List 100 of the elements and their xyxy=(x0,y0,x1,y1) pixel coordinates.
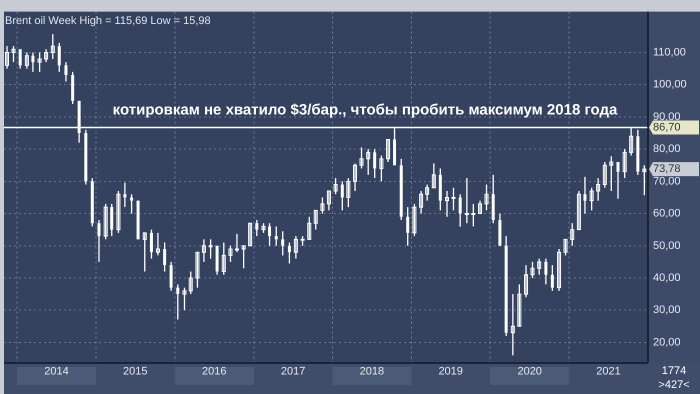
candlestick xyxy=(432,162,436,188)
candlestick xyxy=(346,177,350,208)
candlestick xyxy=(268,222,272,246)
candlestick xyxy=(557,248,562,292)
candlestick xyxy=(419,190,424,214)
candlestick xyxy=(622,148,627,179)
candlestick xyxy=(570,222,574,246)
candlestick xyxy=(274,226,278,246)
candlestick xyxy=(386,138,390,163)
text: 1774 xyxy=(662,365,686,378)
candlestick xyxy=(609,156,614,192)
y-tick-label: 110,00 xyxy=(653,46,686,59)
candlestick xyxy=(510,293,515,356)
candlestick xyxy=(50,34,55,60)
candlestick xyxy=(406,206,410,246)
y-tick-label: 80,00 xyxy=(653,143,681,156)
candlestick xyxy=(366,148,370,176)
candlestick xyxy=(5,45,10,70)
y-tick-label: 30,00 xyxy=(653,304,681,316)
candlestick xyxy=(576,190,581,230)
y-tick-label: 60,00 xyxy=(653,208,681,220)
candlestick xyxy=(97,219,100,263)
y-tick-label: 40,00 xyxy=(653,272,681,284)
candlestick xyxy=(464,177,469,224)
candlestick xyxy=(517,284,522,327)
candlestick xyxy=(242,245,246,269)
candlestick xyxy=(471,203,476,228)
x-tick-label: 2020 xyxy=(517,366,542,378)
candlestick xyxy=(188,270,193,295)
ref-line-label: 86,70 xyxy=(653,122,681,134)
candlestick xyxy=(195,252,200,288)
candlestick xyxy=(255,219,258,237)
candlestick xyxy=(262,222,266,234)
candlestick xyxy=(228,245,232,263)
candlestick xyxy=(379,154,384,182)
candlestick xyxy=(142,232,147,272)
candlestick xyxy=(326,190,331,211)
y-tick-label: 90,00 xyxy=(653,110,681,123)
candlestick xyxy=(288,242,291,264)
candlestick xyxy=(583,176,586,214)
candlestick xyxy=(596,177,600,202)
candlestick xyxy=(602,161,607,188)
x-tick-label: 2017 xyxy=(280,366,306,378)
candlestick xyxy=(478,200,482,214)
candlestick xyxy=(530,261,534,279)
chart-title: Brent oil Week High = 115,69 Low = 15,98 xyxy=(5,15,211,28)
candlestick xyxy=(550,264,554,292)
candlestick xyxy=(12,45,16,63)
candlestick xyxy=(123,182,126,208)
candlestick xyxy=(130,194,134,214)
candlestick xyxy=(590,187,594,211)
candlestick xyxy=(44,48,48,63)
candlestick xyxy=(24,52,29,70)
candlestick xyxy=(458,194,462,228)
x-tick-label: 2018 xyxy=(360,366,384,378)
y-tick-label: 20,00 xyxy=(653,336,681,348)
candlestick xyxy=(110,203,114,237)
candlestick xyxy=(58,42,61,72)
x-tick-label: 2016 xyxy=(202,366,227,378)
candlestick xyxy=(544,258,548,286)
candlestick xyxy=(412,203,416,237)
candlestick xyxy=(182,286,186,311)
x-tick-label: 2021 xyxy=(596,366,621,378)
candlestick xyxy=(18,48,22,70)
candlestick xyxy=(314,210,318,230)
candlestick xyxy=(176,284,180,320)
candlestick xyxy=(353,162,358,192)
candlestick xyxy=(524,264,528,298)
candlestick xyxy=(248,222,252,246)
candlestick xyxy=(537,258,542,276)
candlestick xyxy=(334,177,338,195)
candlestick xyxy=(484,184,489,211)
candlestick xyxy=(300,235,305,246)
candlestick xyxy=(425,184,430,202)
candlestick xyxy=(320,196,324,214)
candlestick xyxy=(170,261,173,292)
candlestick xyxy=(208,238,213,260)
candlestick xyxy=(451,187,456,211)
y-tick-label: 70,00 xyxy=(653,175,681,188)
x-tick-label: 2015 xyxy=(123,366,148,378)
candlestick xyxy=(104,203,108,240)
candlestick xyxy=(307,216,312,240)
annotation: котировкам не хватило $3/бар., чтобы пробить максимум 2018 года xyxy=(112,102,618,119)
text: >427< xyxy=(658,379,690,392)
candlestick xyxy=(340,180,344,211)
y-tick-label: 100,00 xyxy=(653,78,687,91)
candlestick xyxy=(294,235,298,260)
candlestick xyxy=(156,232,160,256)
candlestick xyxy=(116,190,120,234)
y-tick-label: 50,00 xyxy=(653,240,681,252)
candlestick xyxy=(222,242,226,276)
candlestick xyxy=(360,146,364,170)
candlestick xyxy=(234,233,239,253)
candlestick xyxy=(281,230,284,256)
candlestick xyxy=(150,229,153,260)
text: 73,78 xyxy=(653,163,681,176)
candlestick xyxy=(38,52,42,72)
candlestick xyxy=(373,148,376,179)
candlestick xyxy=(642,164,646,196)
candlestick xyxy=(64,62,68,82)
